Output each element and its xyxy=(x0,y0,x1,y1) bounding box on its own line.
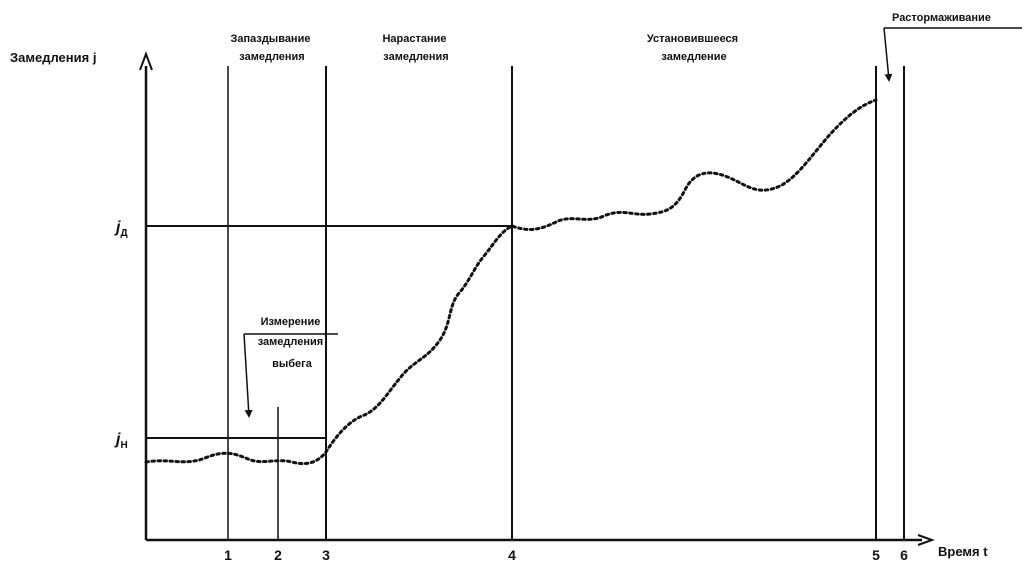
tick-label-1: 1 xyxy=(224,547,232,563)
level-label-jn: jН xyxy=(114,431,128,451)
phase-label-rise: Нарастание замедления xyxy=(382,33,449,63)
level-label-jd: jД xyxy=(114,219,128,239)
phase-label-steady: Установившееся замедление xyxy=(647,33,741,63)
tick-label-3: 3 xyxy=(322,547,330,563)
release-arrow xyxy=(883,27,893,82)
y-axis-arrow-icon xyxy=(139,51,153,71)
tick-label-4: 4 xyxy=(508,547,516,563)
measurement-label: Измерение замедления выбега xyxy=(258,316,327,370)
tick-label-5: 5 xyxy=(872,547,880,563)
y-axis-label: Замедления j xyxy=(10,50,96,65)
x-axis-arrow-icon xyxy=(917,534,935,546)
measurement-arrow xyxy=(243,333,253,418)
deceleration-curve xyxy=(144,98,878,466)
x-axis-label: Время t xyxy=(938,544,988,559)
tick-label-2: 2 xyxy=(274,547,282,563)
release-label: Растормаживание xyxy=(892,12,991,24)
tick-label-6: 6 xyxy=(900,547,908,563)
phase-label-onset: Запаздывание замедления xyxy=(230,33,313,63)
